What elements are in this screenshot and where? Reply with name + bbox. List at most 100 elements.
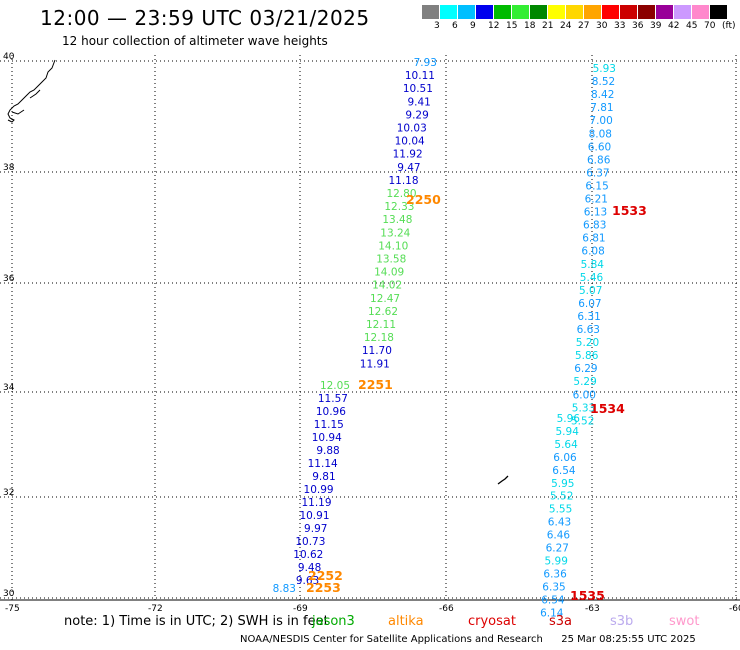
- graticule: [0, 55, 740, 601]
- sat-altika: altika: [388, 614, 424, 629]
- wave-height-value: 6.81: [582, 233, 605, 245]
- wave-height-value: 6.07: [578, 298, 601, 310]
- wave-height-value: 6.29: [574, 363, 597, 375]
- longitude-label: -60: [729, 604, 740, 614]
- wave-height-value: 6.63: [577, 324, 600, 336]
- legend-swatch: [674, 5, 691, 19]
- longitude-label: -63: [585, 604, 600, 614]
- legend-label: 30: [596, 21, 608, 31]
- wave-height-value: 9.97: [304, 523, 327, 535]
- latitude-label: 32: [3, 488, 14, 498]
- legend-label: 27: [578, 21, 590, 31]
- legend-swatch: [692, 5, 709, 19]
- wave-height-value: 6.54: [552, 465, 576, 477]
- wave-height-value: 6.83: [583, 220, 606, 232]
- wave-height-value: 12.05: [320, 380, 350, 392]
- legend-swatch: [566, 5, 583, 19]
- wave-height-value: 9.47: [397, 162, 420, 174]
- wave-height-value: 11.70: [362, 345, 392, 357]
- wave-height-value: 11.92: [393, 149, 423, 161]
- legend-swatch: [422, 5, 439, 19]
- wave-height-value: 8.52: [592, 76, 615, 88]
- legend-label: 70: [704, 21, 716, 31]
- wave-height-value: 7.81: [590, 102, 613, 114]
- legend-label: 21: [542, 21, 554, 31]
- longitude-label: -66: [439, 604, 454, 614]
- pass-time-label: 1534: [590, 401, 625, 416]
- wave-height-value: 5.46: [580, 272, 604, 284]
- wave-height-value: 6.35: [542, 581, 565, 593]
- wave-height-value: 6.21: [585, 194, 608, 206]
- wave-height-value: 5.33: [572, 402, 595, 414]
- wave-height-value: 11.91: [360, 358, 390, 370]
- wave-height-value: 6.46: [547, 530, 571, 542]
- wave-height-value: 12.80: [386, 188, 416, 200]
- wave-height-value: 9.41: [407, 96, 430, 108]
- legend-swatch: [710, 5, 727, 19]
- wave-height-value: 5.86: [575, 350, 599, 362]
- wave-height-value: 6.15: [585, 180, 608, 192]
- wave-height-value: 9.29: [405, 109, 428, 121]
- legend-label: 18: [524, 21, 536, 31]
- legend-label: 15: [506, 21, 518, 31]
- legend-swatch: [620, 5, 637, 19]
- wave-height-value: 5.84: [581, 259, 605, 271]
- pass-time-label: 1535: [570, 588, 605, 603]
- wave-height-value: 12.18: [364, 332, 394, 344]
- wave-height-value: 14.10: [378, 240, 408, 252]
- altimeter-tracks: 7.9310.1110.519.419.2910.0310.0411.929.4…: [273, 57, 647, 619]
- wave-height-value: 10.94: [312, 432, 342, 444]
- legend-swatch: [440, 5, 457, 19]
- legend-swatch: [602, 5, 619, 19]
- pass-time-label: 2253: [306, 580, 341, 595]
- wave-height-value: 10.04: [395, 136, 425, 148]
- wave-height-value: 11.18: [388, 175, 418, 187]
- credit-line: NOAA/NESDIS Center for Satellite Applica…: [240, 634, 696, 645]
- wave-height-value: 6.43: [548, 517, 571, 529]
- wave-height-value: 5.95: [551, 478, 574, 490]
- legend-label: 39: [650, 21, 662, 31]
- longitude-label: -75: [5, 604, 20, 614]
- wave-height-value: 6.27: [546, 543, 569, 555]
- latitude-label: 36: [3, 274, 15, 284]
- map-title: 12:00 — 23:59 UTC 03/21/2025: [40, 6, 370, 30]
- sat-s3b: s3b: [610, 614, 634, 629]
- legend-label: 24: [560, 21, 572, 31]
- legend-swatch: [530, 5, 547, 19]
- wave-height-value: 11.14: [308, 458, 338, 470]
- wave-height-value: 6.13: [584, 207, 607, 219]
- sat-swot: swot: [669, 614, 700, 629]
- legend-label: 3: [434, 21, 440, 31]
- wave-height-value: 10.62: [293, 549, 323, 561]
- wave-height-value: 13.48: [382, 214, 412, 226]
- legend-label: 36: [632, 21, 644, 31]
- wave-height-value: 8.83: [273, 583, 296, 595]
- pass-time-label: 2251: [358, 377, 393, 392]
- wave-height-value: 6.60: [588, 141, 611, 153]
- wave-height-value: 5.52: [571, 415, 594, 427]
- wave-height-value: 5.94: [556, 426, 580, 438]
- legend-label: 42: [668, 21, 680, 31]
- wave-height-value: 6.00: [573, 389, 596, 401]
- wave-height-value: 9.88: [316, 445, 339, 457]
- timestamp: 25 Mar 08:25:55 UTC 2025: [561, 634, 696, 645]
- wave-height-value: 6.31: [577, 311, 600, 323]
- wave-height-value: 5.20: [576, 337, 599, 349]
- sat-jason3: jason3: [312, 614, 355, 629]
- legend-label: 9: [470, 21, 476, 31]
- pass-time-label: 2250: [406, 192, 441, 207]
- legend-swatch: [548, 5, 565, 19]
- wave-height-value: 5.99: [545, 555, 568, 567]
- wave-height-value: 10.91: [299, 510, 329, 522]
- legend-swatch: [458, 5, 475, 19]
- legend-unit: (ft): [722, 21, 736, 31]
- wave-height-value: 6.36: [543, 568, 567, 580]
- wave-height-value: 6.54: [541, 594, 565, 606]
- wave-height-value: 6.86: [587, 154, 611, 166]
- wave-height-value: 10.99: [304, 484, 334, 496]
- legend-swatch: [656, 5, 673, 19]
- wave-height-value: 8.08: [589, 128, 612, 140]
- coastline: [7, 59, 56, 123]
- note-text: note: 1) Time is in UTC; 2) SWH is in fe…: [64, 614, 329, 629]
